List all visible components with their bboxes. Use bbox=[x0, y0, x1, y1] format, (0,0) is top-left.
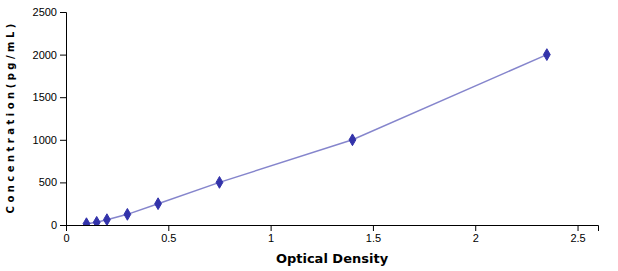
x-axis: 0 0.5 1 1.5 2 2.5 bbox=[63, 225, 598, 244]
point bbox=[83, 218, 90, 225]
tick-mark bbox=[373, 225, 374, 231]
tick-label: 2000 bbox=[33, 49, 57, 61]
plot: 0 0.5 1 1.5 2 2.5 0 500 1000 1500 2000 2500 bbox=[33, 6, 599, 244]
tick: 1000 bbox=[33, 134, 66, 146]
axis-line bbox=[60, 13, 67, 226]
tick-label: 0.5 bbox=[161, 232, 176, 244]
point bbox=[124, 208, 131, 220]
tick-label: 1500 bbox=[33, 91, 57, 103]
tick: 1 bbox=[268, 225, 274, 244]
y-axis-title: C o n c e n t r a t i o n ( p g / m L ) bbox=[5, 24, 16, 214]
tick-mark bbox=[60, 182, 66, 183]
tick-label: 1000 bbox=[33, 134, 57, 146]
tick-label: 500 bbox=[39, 176, 57, 188]
tick: 0 bbox=[51, 219, 66, 231]
tick: 1500 bbox=[33, 91, 66, 103]
tick-label: 1 bbox=[268, 232, 274, 244]
tick: 2000 bbox=[33, 49, 66, 61]
tick-mark bbox=[60, 97, 66, 98]
tick-mark bbox=[578, 225, 579, 231]
tick: 1.5 bbox=[366, 225, 381, 244]
tick-label: 1.5 bbox=[366, 232, 381, 244]
point bbox=[349, 134, 356, 146]
tick-mark bbox=[60, 140, 66, 141]
point bbox=[93, 216, 100, 225]
point bbox=[104, 214, 111, 225]
tick-label: 2500 bbox=[33, 6, 57, 18]
axis-line bbox=[67, 226, 599, 232]
tick-label: 0 bbox=[51, 219, 57, 231]
tick-label: 2.5 bbox=[570, 232, 585, 244]
tick-mark bbox=[60, 55, 66, 56]
point bbox=[155, 198, 162, 210]
tick: 0 bbox=[63, 225, 69, 244]
y-axis: 0 500 1000 1500 2000 2500 bbox=[33, 6, 67, 231]
tick: 2 bbox=[473, 225, 479, 244]
point bbox=[216, 177, 223, 189]
line bbox=[86, 55, 546, 224]
tick-label: 0 bbox=[63, 232, 69, 244]
tick-mark bbox=[271, 225, 272, 231]
tick: 500 bbox=[39, 176, 66, 188]
tick: 0.5 bbox=[161, 225, 176, 244]
tick: 2500 bbox=[33, 6, 66, 18]
chart: 0 0.5 1 1.5 2 2.5 0 500 1000 1500 2000 2500 Optical … bbox=[0, 0, 618, 271]
tick-mark bbox=[60, 12, 66, 13]
marks bbox=[83, 49, 550, 225]
point bbox=[543, 49, 550, 61]
tick-label: 2 bbox=[473, 232, 479, 244]
tick-mark bbox=[475, 225, 476, 231]
tick-mark bbox=[168, 225, 169, 231]
tick: 2.5 bbox=[570, 225, 585, 244]
tick-mark bbox=[60, 225, 66, 226]
x-axis-title: Optical Density bbox=[276, 251, 389, 266]
